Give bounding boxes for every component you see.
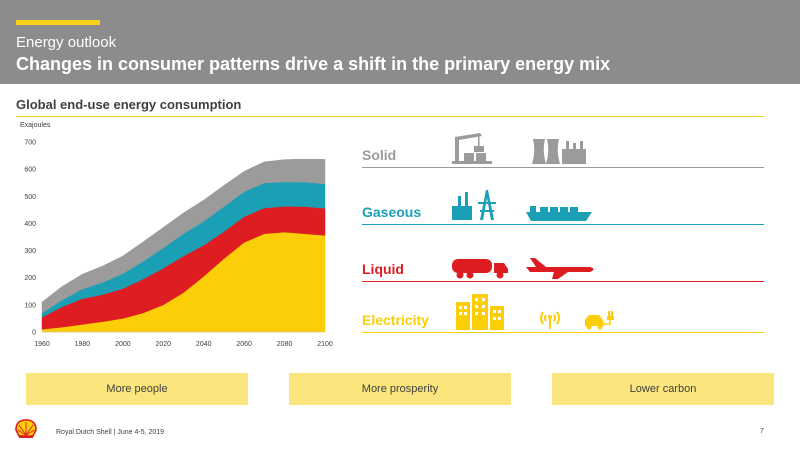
y-tick-label: 100	[24, 302, 36, 309]
header-kicker: Energy outlook	[16, 34, 117, 51]
lng-ship-icon	[526, 206, 592, 221]
y-tick-label: 0	[32, 330, 36, 337]
y-tick-label: 500	[24, 194, 36, 201]
shell-logo-icon	[15, 419, 37, 438]
page-number: 7	[760, 428, 764, 435]
tanker-truck-icon	[452, 259, 508, 279]
x-tick-label: 2100	[317, 341, 333, 348]
category-line-solid	[362, 167, 764, 168]
category-row-gaseous: Gaseous	[362, 175, 764, 225]
theme-lower-carbon: Lower carbon	[552, 373, 774, 405]
header-accent-bar	[16, 20, 100, 25]
airplane-icon	[526, 258, 594, 279]
x-tick-label: 1960	[34, 341, 50, 348]
page-title: Changes in consumer patterns drive a shi…	[16, 54, 611, 74]
category-label-solid: Solid	[362, 147, 397, 163]
x-tick-label: 2060	[236, 341, 252, 348]
theme-more-people: More people	[26, 373, 248, 405]
category-label-electricity: Electricity	[362, 312, 429, 328]
x-tick-label: 2000	[115, 341, 131, 348]
chart-title: Global end-use energy consumption	[16, 97, 242, 112]
category-line-liquid	[362, 281, 764, 282]
y-tick-label: 200	[24, 275, 36, 282]
electric-car-icon	[585, 311, 614, 330]
y-tick-label: 300	[24, 248, 36, 255]
category-line-electricity	[362, 332, 764, 333]
y-tick-label: 600	[24, 167, 36, 174]
coal-crane-icon	[452, 133, 492, 164]
buildings-icon	[456, 294, 504, 330]
y-tick-label: 700	[24, 140, 36, 147]
category-label-liquid: Liquid	[362, 261, 404, 277]
title-divider	[16, 116, 764, 117]
category-row-electricity: Electricity	[362, 283, 764, 333]
x-tick-label: 2080	[277, 341, 293, 348]
x-tick-label: 2020	[155, 341, 171, 348]
y-tick-label: 400	[24, 221, 36, 228]
category-row-solid: Solid	[362, 118, 764, 168]
footer-text: Royal Dutch Shell | June 4-5, 2019	[56, 429, 165, 436]
y-axis-label: Exajoules	[20, 122, 51, 129]
x-tick-label: 2040	[196, 341, 212, 348]
gas-facility-icon	[452, 190, 496, 220]
power-plant-icon	[532, 139, 586, 164]
energy-area-chart: Exajoules 0 100 200 300 400 500 600 700 1960 198…	[20, 122, 333, 348]
x-tick-label: 1980	[75, 341, 91, 348]
header-band: Energy outlook Changes in consumer patte…	[0, 0, 800, 84]
category-row-liquid: Liquid	[362, 232, 764, 282]
category-line-gaseous	[362, 224, 764, 225]
category-label-gaseous: Gaseous	[362, 204, 422, 220]
wireless-signal-icon	[540, 311, 560, 329]
theme-more-prosperity: More prosperity	[289, 373, 511, 405]
area-series-solid	[41, 158, 326, 314]
